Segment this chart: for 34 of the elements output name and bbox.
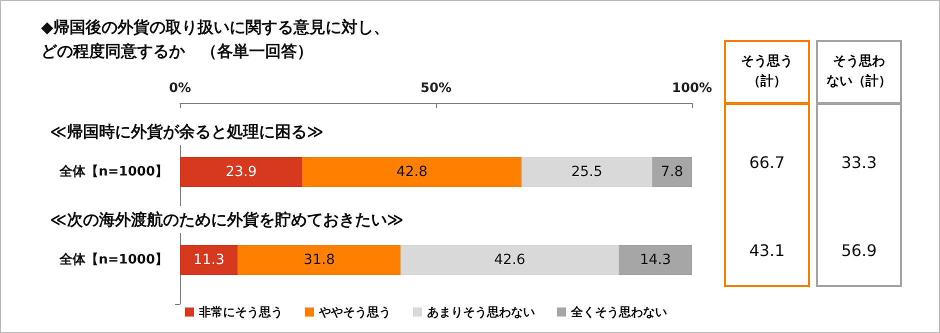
text: そう思う（計） — [741, 53, 793, 91]
bar — [522, 157, 652, 187]
text: 56.9 — [840, 241, 878, 260]
bar — [238, 245, 401, 275]
legend-label: ややそう思う — [318, 305, 391, 319]
legend-label: 全くそう思わない — [570, 305, 667, 319]
data-label: 7.8 — [660, 164, 684, 180]
text: 43.1 — [748, 241, 786, 260]
x-tick-label: 100% — [672, 81, 712, 96]
annotation: ≪次の海外渡航のために外貨を貯めておきたい≫ — [38, 206, 404, 233]
bar — [652, 157, 692, 187]
data-label: 42.6 — [494, 252, 526, 268]
text: 33.3 — [840, 153, 878, 172]
bar — [302, 157, 522, 187]
y-tick-label: 全体【n=1000】 — [58, 252, 168, 268]
y-tick-label: 全体【n=1000】 — [58, 164, 168, 180]
data-label: 14.3 — [640, 252, 671, 268]
bar — [400, 245, 619, 275]
x-tick-label: 0% — [168, 81, 192, 96]
legend-label: あまりそう思わない — [427, 305, 535, 319]
data-label: 42.8 — [396, 164, 428, 180]
data-label: 31.8 — [304, 252, 335, 268]
text: そう思わない（計） — [826, 53, 892, 91]
text: 66.7 — [748, 153, 786, 172]
data-label: 23.9 — [226, 164, 257, 180]
annotation: ≪帰国時に外貨が余ると処理に困る≫ — [38, 118, 324, 145]
legend-label: 非常にそう思う — [198, 305, 283, 319]
bar — [180, 157, 302, 187]
data-label: 11.3 — [193, 252, 225, 268]
x-tick-label: 50% — [420, 81, 452, 96]
data-label: 25.5 — [571, 164, 602, 180]
bar — [180, 245, 238, 275]
chart-title: ◆帰国後の外貨の取り扱いに関する意見に対し、どの程度同意するか （各単一回答） — [41, 18, 390, 60]
bar — [618, 245, 692, 275]
